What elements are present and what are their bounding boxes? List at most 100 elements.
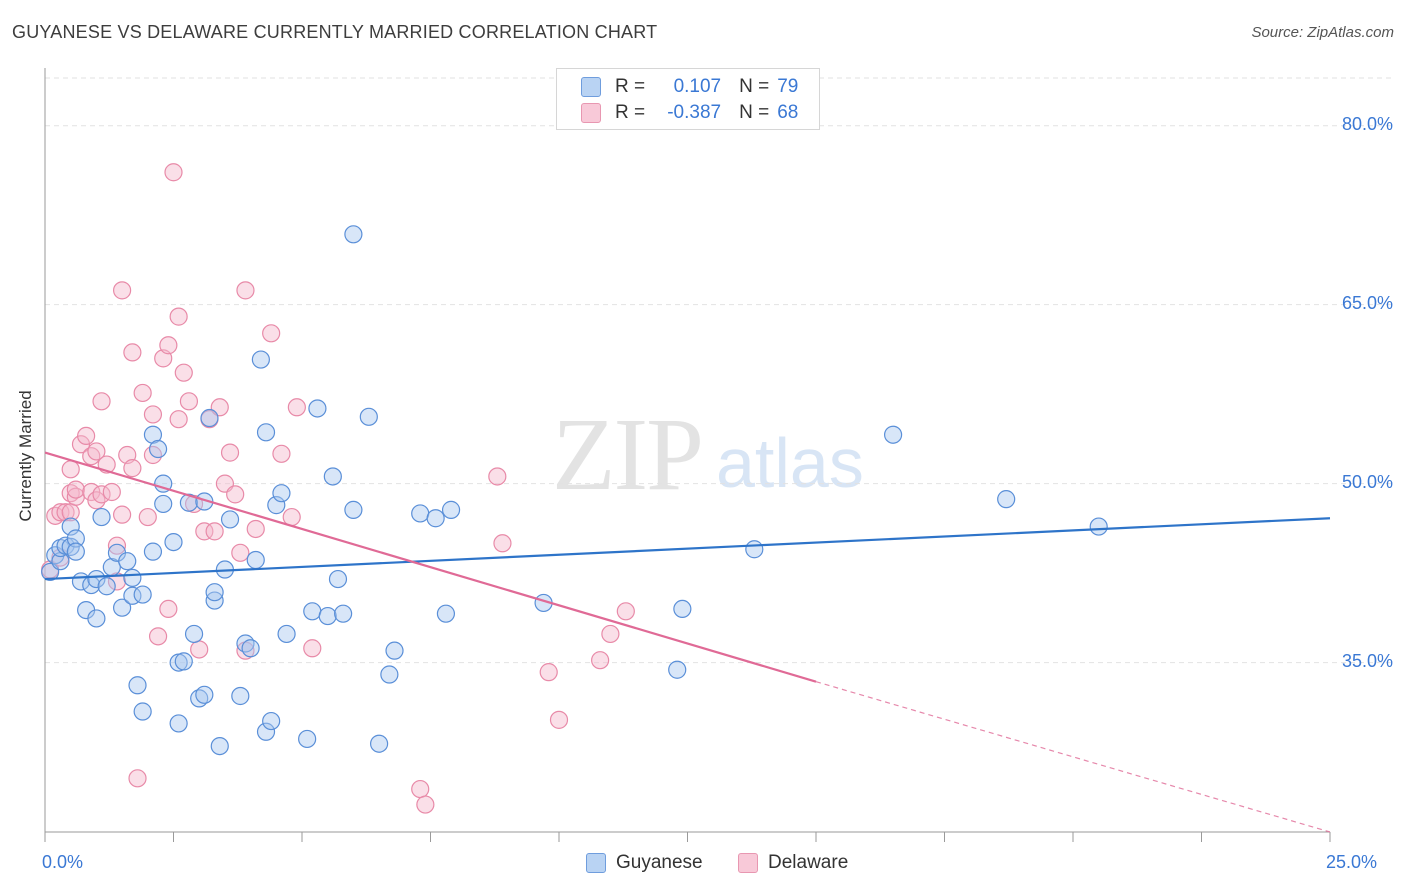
delaware-point bbox=[493, 534, 512, 553]
n-value: 79 bbox=[777, 76, 799, 97]
x-tick-label-min: 0.0% bbox=[42, 852, 84, 872]
guyanese-point bbox=[441, 500, 461, 519]
r-value: -0.387 bbox=[667, 102, 722, 123]
delaware-point bbox=[287, 398, 306, 417]
delaware-point bbox=[231, 543, 250, 562]
r-label: R = bbox=[615, 76, 646, 97]
delaware-swatch bbox=[738, 853, 758, 873]
delaware-point bbox=[128, 769, 147, 788]
delaware-point bbox=[123, 459, 142, 478]
guyanese-point bbox=[256, 423, 276, 442]
delaware-point bbox=[236, 281, 255, 300]
guyanese-point bbox=[118, 552, 137, 571]
delaware-point bbox=[416, 795, 435, 814]
guyanese-point bbox=[190, 689, 209, 708]
guyanese-point bbox=[87, 569, 106, 589]
guyanese-point bbox=[883, 425, 903, 444]
delaware-point bbox=[112, 281, 132, 300]
trendlines bbox=[44, 451, 1331, 833]
guyanese-point bbox=[61, 517, 80, 536]
delaware-point bbox=[539, 663, 558, 682]
guyanese-point bbox=[195, 685, 214, 704]
delaware-point bbox=[272, 444, 291, 463]
delaware-point bbox=[411, 779, 430, 799]
x-tick-label-max: 25.0% bbox=[1326, 852, 1378, 872]
delaware-point bbox=[92, 392, 111, 411]
delaware-point bbox=[591, 651, 610, 670]
delaware-point bbox=[102, 482, 121, 502]
delaware-point bbox=[190, 640, 209, 659]
legend-row-delaware: R = -0.387 N = 68 bbox=[581, 101, 798, 125]
guyanese-point bbox=[205, 583, 224, 602]
guyanese-point bbox=[380, 665, 399, 684]
delaware-point bbox=[226, 485, 245, 504]
guyanese-point bbox=[164, 532, 183, 552]
y-axis-label: Currently Married bbox=[16, 390, 35, 522]
guyanese-point bbox=[323, 467, 342, 486]
delaware-point bbox=[51, 503, 70, 522]
guyanese-point bbox=[256, 722, 276, 741]
guyanese-point bbox=[66, 529, 85, 548]
n-label: N = bbox=[739, 76, 770, 97]
delaware-point bbox=[195, 522, 214, 541]
guyanese-point bbox=[359, 407, 378, 426]
legend-label-delaware: Delaware bbox=[768, 852, 849, 873]
delaware-point bbox=[174, 363, 193, 382]
guyanese-point bbox=[231, 686, 250, 706]
guyanese-point bbox=[668, 660, 687, 679]
delaware-point bbox=[61, 484, 80, 503]
delaware-trendline-extension bbox=[815, 681, 1331, 833]
guyanese-point bbox=[128, 676, 147, 695]
guyanese-point bbox=[97, 577, 116, 596]
delaware-point bbox=[87, 491, 106, 510]
delaware-point bbox=[262, 324, 281, 343]
guyanese-point bbox=[673, 599, 692, 619]
delaware-point bbox=[488, 467, 507, 486]
delaware-trendline bbox=[44, 451, 817, 683]
delaware-point bbox=[169, 307, 188, 326]
guyanese-point bbox=[200, 408, 219, 428]
delaware-point bbox=[87, 442, 106, 461]
guyanese-point bbox=[745, 540, 764, 559]
delaware-point bbox=[107, 572, 127, 591]
guyanese-point bbox=[210, 737, 229, 756]
guyanese-point bbox=[370, 734, 389, 753]
delaware-point bbox=[303, 639, 322, 658]
guyanese-point bbox=[272, 484, 291, 503]
guyanese-point bbox=[298, 729, 317, 749]
guyanese-point bbox=[411, 504, 430, 523]
r-value: 0.107 bbox=[673, 76, 722, 97]
guyanese-point bbox=[241, 639, 260, 658]
guyanese-point bbox=[328, 569, 348, 589]
y-tick-label-65: 65.0% bbox=[1341, 292, 1393, 313]
guyanese-point bbox=[1089, 517, 1108, 536]
axes bbox=[44, 68, 1331, 842]
guyanese-swatch bbox=[586, 853, 606, 873]
grid-lines bbox=[45, 77, 1392, 664]
delaware-point bbox=[549, 710, 569, 729]
delaware-point bbox=[220, 443, 240, 462]
guyanese-point bbox=[143, 542, 163, 561]
delaware-point bbox=[164, 163, 183, 182]
guyanese-point bbox=[385, 641, 404, 660]
delaware-point bbox=[601, 624, 620, 644]
guyanese-point bbox=[303, 602, 322, 621]
delaware-point bbox=[46, 506, 65, 525]
guyanese-point bbox=[143, 425, 163, 444]
stats-legend: R = 0.107 N = 79 R = -0.387 N = 68 bbox=[556, 68, 820, 130]
delaware-point bbox=[56, 503, 75, 522]
chart-title: GUYANESE VS DELAWARE CURRENTLY MARRIED C… bbox=[12, 22, 658, 42]
delaware-point bbox=[77, 426, 96, 446]
delaware-point bbox=[61, 460, 80, 479]
guyanese-point bbox=[277, 624, 296, 644]
guyanese-swatch bbox=[581, 77, 601, 97]
delaware-point bbox=[282, 507, 301, 527]
guyanese-point bbox=[123, 568, 142, 587]
guyanese-point bbox=[318, 606, 337, 626]
watermark-zip: ZIP bbox=[552, 397, 704, 512]
delaware-point bbox=[169, 410, 188, 429]
delaware-point bbox=[179, 392, 199, 411]
guyanese-point bbox=[426, 509, 445, 528]
delaware-swatch bbox=[581, 103, 601, 123]
